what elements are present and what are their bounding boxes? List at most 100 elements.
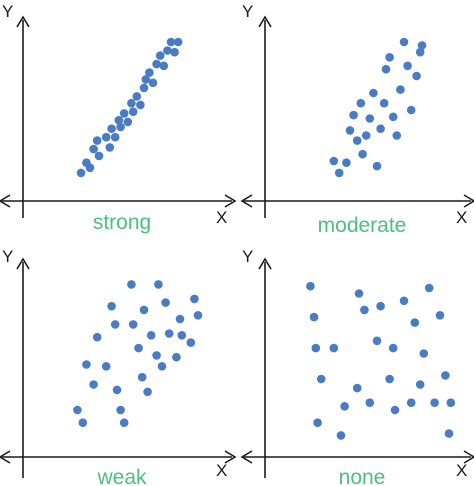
data-point-moderate-24 (415, 47, 425, 57)
x-axis-arrowhead-right-strong (224, 194, 237, 208)
points-weak (73, 280, 203, 428)
data-point-weak-5 (92, 332, 102, 342)
data-point-weak-12 (127, 280, 136, 289)
x-axis-label-strong: X (216, 208, 227, 227)
data-point-moderate-15 (381, 64, 391, 74)
data-point-weak-26 (177, 331, 187, 340)
data-point-moderate-7 (356, 98, 366, 108)
data-point-weak-15 (137, 372, 147, 382)
points-moderate (329, 37, 427, 178)
data-point-moderate-17 (388, 112, 398, 122)
data-point-strong-19 (139, 83, 149, 93)
data-point-strong-26 (163, 46, 172, 55)
data-point-moderate-22 (406, 105, 416, 115)
data-point-strong-9 (107, 124, 116, 133)
data-point-strong-12 (116, 122, 125, 132)
data-point-none-1 (306, 281, 315, 291)
data-point-none-4 (313, 418, 322, 428)
data-point-weak-17 (143, 387, 152, 397)
data-point-none-28 (446, 398, 456, 408)
data-point-none-7 (336, 431, 346, 440)
data-point-moderate-2 (334, 168, 344, 178)
data-point-strong-8 (105, 143, 115, 152)
data-point-weak-20 (154, 280, 163, 289)
data-point-weak-24 (172, 352, 181, 362)
data-point-none-11 (360, 305, 369, 315)
y-axis-arrowhead-none (258, 257, 272, 270)
panel-caption-weak: weak (96, 466, 147, 486)
data-point-strong-10 (110, 132, 120, 142)
data-point-strong-23 (152, 59, 161, 69)
data-point-weak-28 (190, 294, 199, 304)
data-point-none-14 (376, 301, 385, 311)
data-point-moderate-23 (412, 71, 421, 81)
data-point-weak-11 (119, 418, 129, 428)
data-point-weak-3 (82, 360, 91, 369)
data-point-weak-8 (110, 320, 120, 329)
data-point-strong-27 (166, 37, 176, 47)
data-point-weak-18 (146, 331, 156, 340)
data-point-strong-24 (155, 51, 165, 60)
data-point-moderate-5 (349, 110, 358, 120)
panel-caption-strong: strong (93, 211, 151, 234)
data-point-none-5 (316, 374, 326, 384)
data-point-weak-9 (112, 385, 122, 395)
data-point-weak-10 (116, 405, 125, 415)
data-point-moderate-9 (361, 131, 371, 140)
y-axis-label-moderate: Y (242, 2, 253, 21)
data-point-weak-25 (175, 314, 185, 324)
data-point-none-18 (399, 296, 409, 306)
data-point-none-20 (410, 318, 420, 327)
data-point-moderate-3 (342, 158, 351, 167)
data-point-moderate-14 (379, 98, 389, 108)
data-point-none-21 (415, 380, 425, 389)
data-point-moderate-10 (365, 114, 375, 123)
data-point-weak-16 (139, 305, 149, 315)
data-point-none-6 (329, 343, 339, 353)
data-point-weak-29 (193, 311, 203, 320)
data-point-strong-11 (114, 115, 124, 125)
y-axis-arrowhead-moderate (258, 15, 272, 28)
data-point-none-9 (352, 383, 362, 393)
y-axis-label-none: Y (242, 247, 253, 266)
data-point-weak-1 (73, 405, 82, 415)
data-point-moderate-11 (369, 88, 378, 98)
data-point-weak-27 (186, 338, 196, 347)
data-point-moderate-13 (376, 124, 385, 133)
data-point-strong-21 (145, 68, 154, 77)
panel-caption-moderate: moderate (318, 214, 407, 237)
data-point-none-13 (372, 336, 382, 346)
x-axis-arrowhead-left-weak (0, 450, 11, 464)
data-point-moderate-16 (385, 53, 394, 62)
x-axis-arrowhead-right-none (463, 450, 474, 464)
data-point-weak-14 (134, 343, 143, 353)
data-point-weak-21 (157, 362, 167, 371)
data-point-strong-13 (119, 109, 129, 118)
data-point-strong-6 (94, 151, 104, 161)
data-point-none-23 (424, 283, 434, 293)
data-point-weak-22 (161, 298, 170, 307)
data-point-none-15 (385, 374, 394, 384)
data-point-none-24 (430, 398, 439, 408)
data-point-strong-4 (89, 144, 98, 154)
panel-weak: Y X weak (0, 247, 237, 486)
data-point-weak-23 (164, 329, 174, 338)
panel-moderate: Y X moderate (240, 2, 474, 237)
y-axis-arrowhead-strong (16, 15, 30, 28)
data-point-weak-7 (107, 301, 116, 311)
x-axis-label-weak: X (216, 461, 227, 480)
data-point-strong-22 (148, 78, 158, 88)
data-point-none-12 (365, 398, 375, 408)
x-axis-arrowhead-right-moderate (463, 194, 474, 208)
data-point-strong-28 (170, 47, 179, 57)
data-point-none-19 (406, 398, 416, 408)
x-axis-arrowhead-right-weak (224, 450, 237, 464)
data-point-strong-18 (136, 100, 145, 110)
data-point-moderate-19 (396, 85, 405, 94)
y-axis-label-strong: Y (2, 2, 13, 21)
data-point-moderate-18 (392, 131, 402, 140)
data-point-none-26 (441, 371, 450, 380)
data-point-moderate-4 (345, 126, 355, 135)
data-point-strong-5 (92, 136, 102, 145)
data-point-none-16 (388, 343, 398, 353)
